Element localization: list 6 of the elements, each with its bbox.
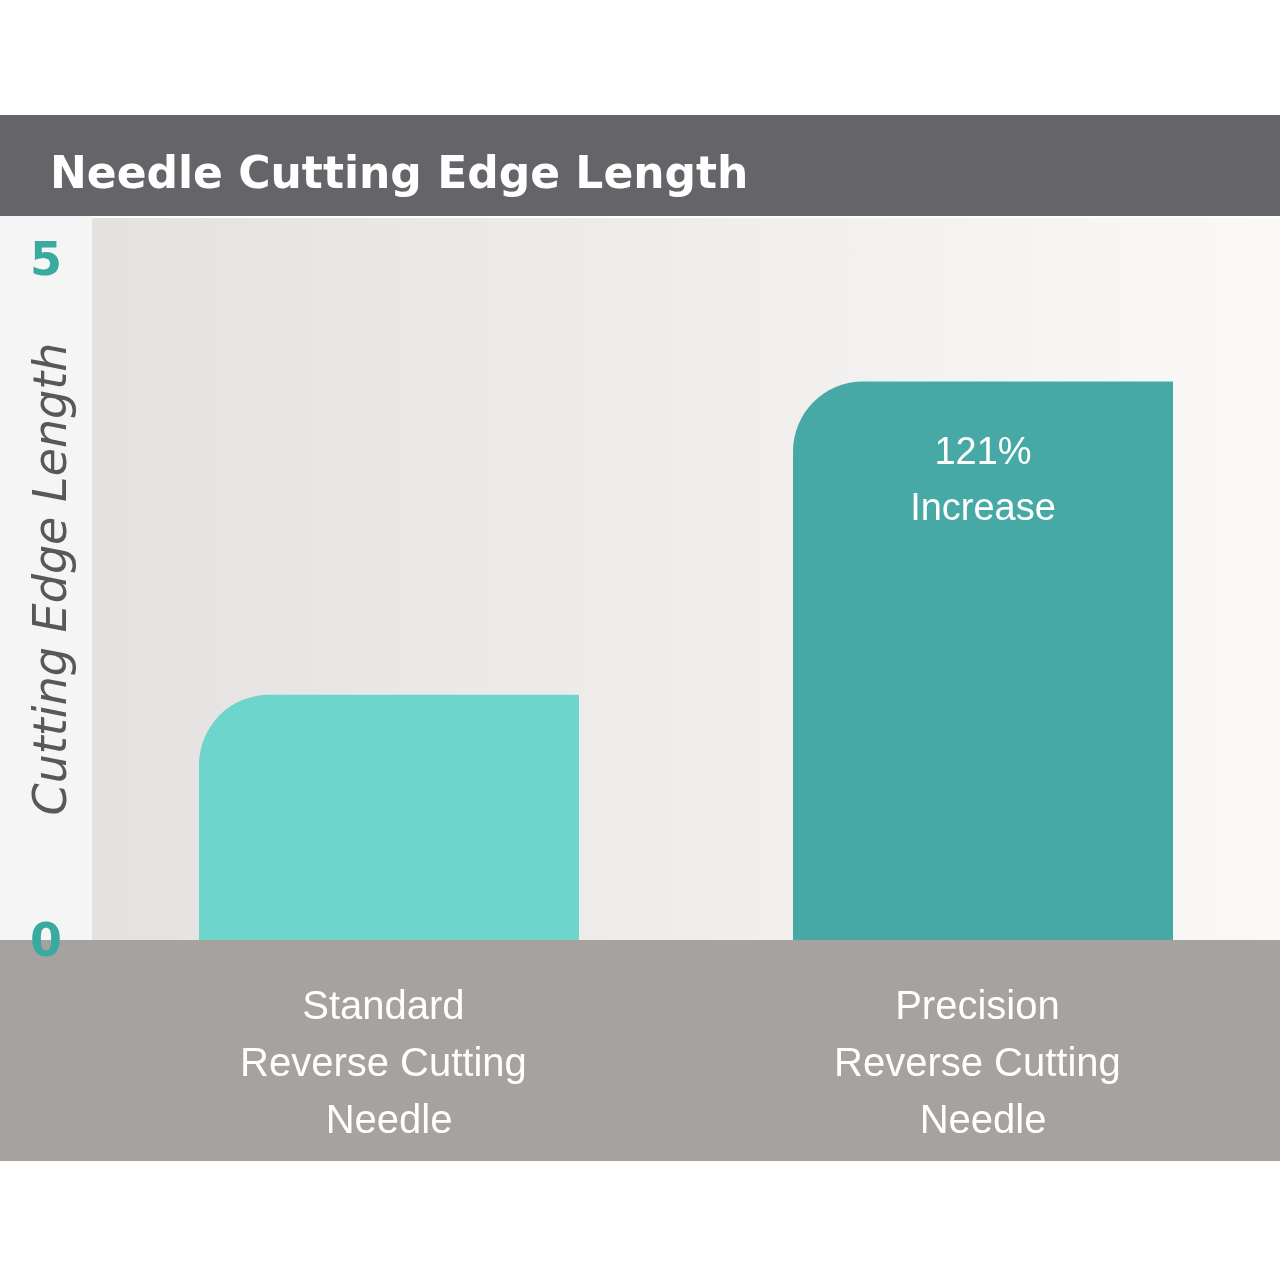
annotation: 121% Increase [910,430,1056,529]
y-axis-title: Cutting Edge Length [23,342,77,816]
y-tick-label: 5 [29,231,62,286]
chart-title: Needle Cutting Edge Length [50,146,749,198]
x-tick-label: Precision Reverse Cutting Needle [834,982,1132,1141]
x-tick-label: Standard Reverse Cutting Needle [240,982,538,1141]
